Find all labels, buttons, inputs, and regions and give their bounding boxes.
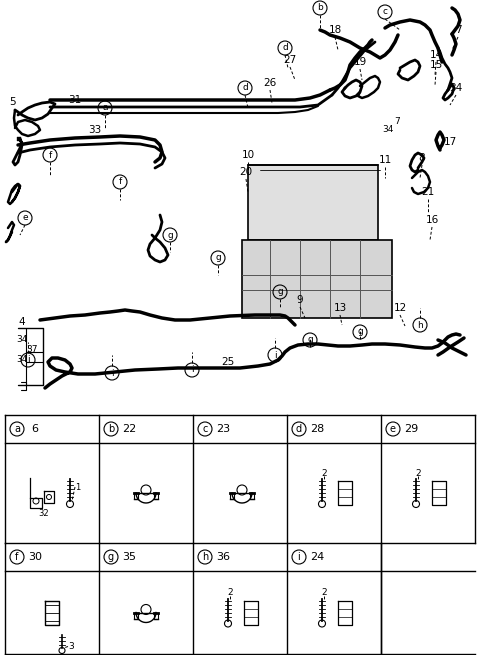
Text: 10: 10 [241, 150, 254, 160]
Text: g: g [108, 552, 114, 562]
Text: i: i [274, 350, 276, 360]
Text: h: h [202, 552, 208, 562]
Text: 2: 2 [227, 588, 233, 597]
Text: e: e [390, 424, 396, 434]
Text: h: h [417, 320, 423, 329]
Text: 29: 29 [404, 424, 418, 434]
Text: 12: 12 [394, 303, 407, 313]
Text: 31: 31 [68, 95, 82, 105]
Text: 4: 4 [19, 317, 25, 327]
Text: 2: 2 [415, 468, 421, 477]
Text: b: b [108, 424, 114, 434]
Text: 34: 34 [16, 335, 28, 345]
Text: f: f [119, 178, 121, 187]
Text: i: i [111, 369, 113, 377]
Text: 13: 13 [334, 303, 347, 313]
Text: 7: 7 [455, 25, 461, 35]
Text: g: g [167, 231, 173, 240]
Text: g: g [307, 335, 313, 345]
Text: 28: 28 [310, 424, 324, 434]
Text: 3: 3 [68, 642, 74, 651]
Text: a: a [102, 103, 108, 113]
Text: 1: 1 [75, 483, 81, 491]
Text: 25: 25 [221, 357, 235, 367]
Text: i: i [298, 552, 300, 562]
Bar [242, 240, 392, 318]
Text: 30: 30 [28, 552, 42, 562]
Text: g: g [215, 253, 221, 263]
Text: 21: 21 [421, 187, 434, 197]
Text: 27: 27 [283, 55, 297, 65]
Text: 36: 36 [216, 552, 230, 562]
Text: i: i [27, 356, 29, 364]
Text: d: d [296, 424, 302, 434]
Text: 5: 5 [9, 97, 15, 107]
Text: 11: 11 [378, 155, 392, 165]
Text: 18: 18 [328, 25, 342, 35]
Text: 7: 7 [394, 117, 400, 126]
Text: e: e [22, 214, 28, 223]
Text: 20: 20 [240, 167, 252, 177]
Text: c: c [383, 7, 387, 16]
Text: 34: 34 [16, 356, 28, 364]
Text: g: g [277, 288, 283, 297]
Text: 9: 9 [297, 295, 303, 305]
Text: 35: 35 [122, 552, 136, 562]
Text: f: f [48, 151, 52, 160]
Bar [248, 165, 378, 240]
Text: 32: 32 [39, 508, 49, 517]
Text: 26: 26 [264, 78, 276, 88]
Text: d: d [242, 83, 248, 92]
Text: f: f [15, 552, 19, 562]
Text: b: b [317, 3, 323, 12]
Text: c: c [202, 424, 208, 434]
Text: 16: 16 [425, 215, 439, 225]
Text: 22: 22 [122, 424, 136, 434]
Text: d: d [282, 43, 288, 52]
Text: 15: 15 [430, 60, 443, 70]
Text: 14: 14 [430, 50, 443, 60]
Text: 6: 6 [32, 424, 38, 434]
Text: a: a [14, 424, 20, 434]
Text: 33: 33 [88, 125, 102, 135]
Text: 34: 34 [449, 83, 463, 93]
Text: i: i [191, 365, 193, 375]
Text: 19: 19 [353, 57, 367, 67]
Text: 23: 23 [216, 424, 230, 434]
Text: g: g [357, 328, 363, 337]
Text: 17: 17 [444, 137, 456, 147]
Text: 2: 2 [321, 588, 327, 597]
Text: 37: 37 [26, 345, 38, 354]
Text: 24: 24 [310, 552, 324, 562]
Text: 8: 8 [419, 153, 425, 163]
Text: 34: 34 [382, 126, 394, 134]
Text: 2: 2 [321, 468, 327, 477]
